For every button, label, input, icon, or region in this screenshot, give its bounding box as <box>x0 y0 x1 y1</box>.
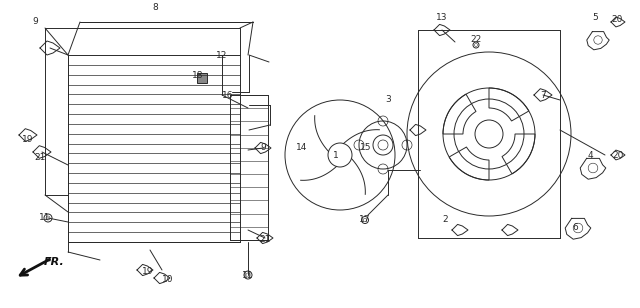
Text: 7: 7 <box>540 91 546 99</box>
Text: 21: 21 <box>259 236 271 245</box>
Text: 6: 6 <box>572 224 578 233</box>
Text: 4: 4 <box>587 151 593 160</box>
Text: 11: 11 <box>243 270 253 279</box>
Text: 12: 12 <box>216 51 228 59</box>
Text: 21: 21 <box>35 153 45 163</box>
Text: 14: 14 <box>296 144 308 152</box>
Text: 11: 11 <box>39 213 51 222</box>
Text: 20: 20 <box>611 15 623 25</box>
Text: 9: 9 <box>260 144 266 152</box>
Text: 17: 17 <box>359 216 371 225</box>
Bar <box>197 73 207 83</box>
Text: 10: 10 <box>163 275 173 285</box>
Text: 5: 5 <box>592 14 598 22</box>
Text: 9: 9 <box>32 18 38 26</box>
Text: 3: 3 <box>385 95 391 104</box>
Text: 19: 19 <box>22 136 34 144</box>
Text: 8: 8 <box>152 3 158 13</box>
Text: 13: 13 <box>436 14 448 22</box>
Text: 19: 19 <box>142 268 154 277</box>
Text: 22: 22 <box>470 35 482 44</box>
Text: 1: 1 <box>333 151 339 160</box>
Text: 15: 15 <box>360 144 372 152</box>
Text: 2: 2 <box>442 216 448 225</box>
Text: FR.: FR. <box>44 257 65 267</box>
Text: 18: 18 <box>192 71 204 79</box>
Text: 20: 20 <box>612 151 624 160</box>
Text: 16: 16 <box>222 91 234 99</box>
